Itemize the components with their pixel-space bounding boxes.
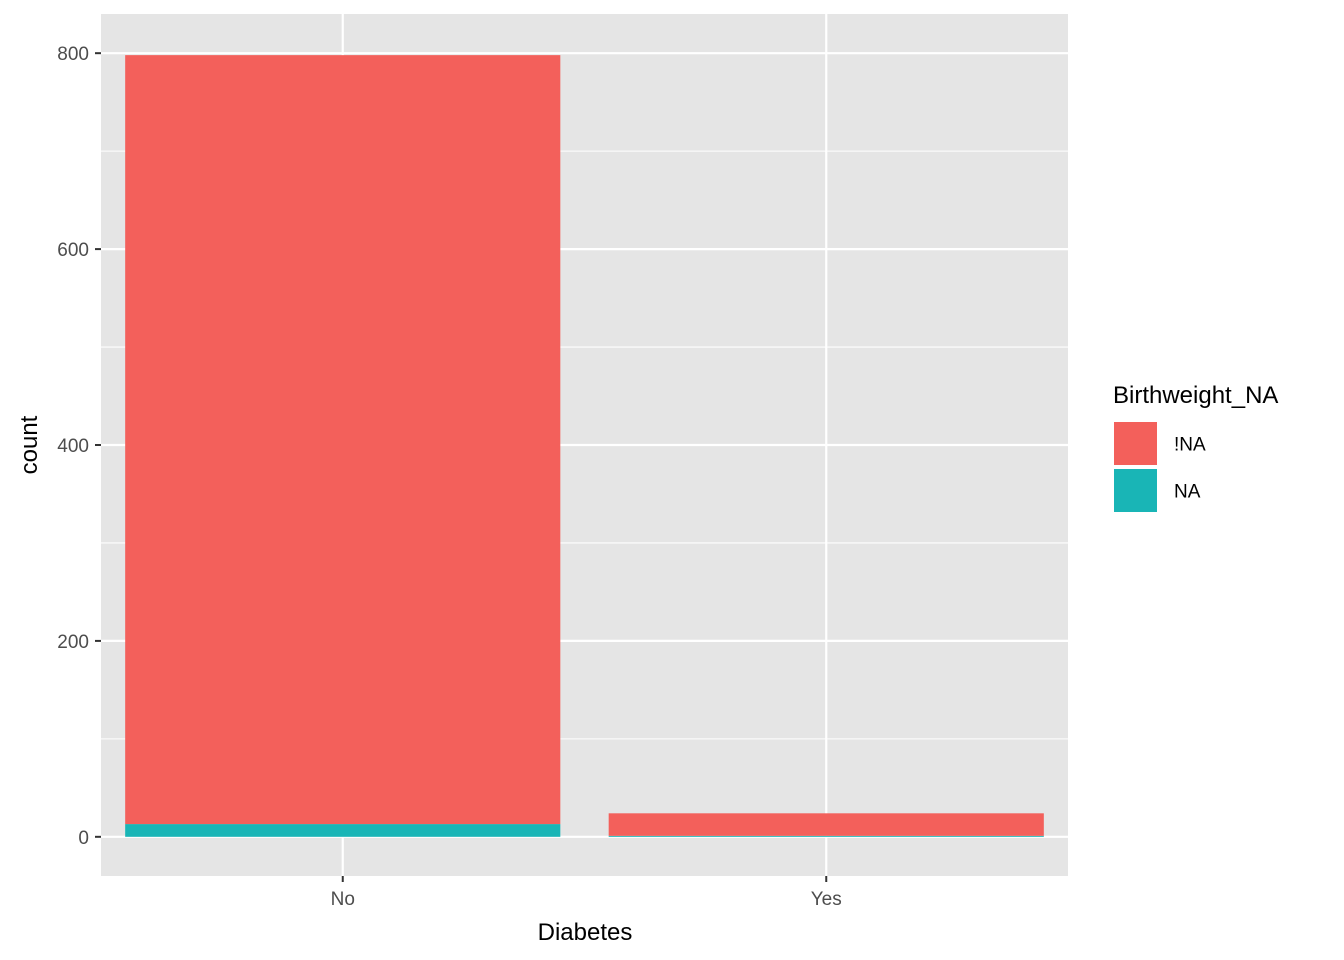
y-tick-label: 800 — [57, 44, 89, 65]
x-tick-label: Yes — [811, 889, 842, 910]
bar-no-na — [125, 55, 561, 825]
y-tick-label: 200 — [57, 632, 89, 653]
bar-yes-na — [608, 835, 1044, 837]
x-axis-title: Diabetes — [538, 919, 633, 946]
legend-key-na — [1112, 420, 1159, 467]
y-tick-label: 0 — [78, 828, 89, 849]
bar-yes-na — [608, 813, 1044, 836]
legend-label: !NA — [1174, 435, 1206, 456]
bar-no-na — [125, 824, 561, 837]
bars — [125, 55, 1044, 837]
x-axis: No Yes — [331, 876, 842, 910]
y-axis: 0 200 400 600 800 — [57, 44, 101, 849]
y-axis-title: count — [16, 415, 43, 474]
y-tick-label: 400 — [57, 436, 89, 457]
y-tick-label: 600 — [57, 240, 89, 261]
legend-label: NA — [1174, 482, 1201, 503]
legend: Birthweight_NA !NA NA — [1112, 382, 1278, 514]
legend-title: Birthweight_NA — [1113, 382, 1278, 409]
x-tick-label: No — [331, 889, 355, 910]
legend-key-na — [1112, 467, 1159, 514]
